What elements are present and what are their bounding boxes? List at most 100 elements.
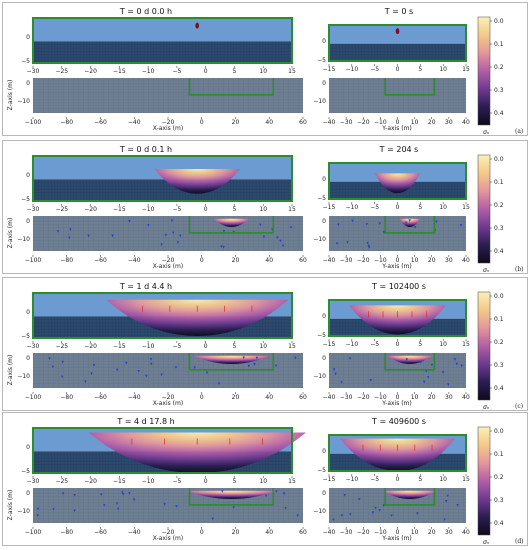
top-x-tick: 0 [204,68,208,75]
colorbar-tick: 0.0 [494,18,504,25]
sediment-layer [33,41,292,63]
right-title: T = 409600 s [371,417,426,426]
particle-marker [56,230,60,233]
colorbar-tick: 0.4 [494,520,504,527]
bot-x-tick: 20 [232,394,240,401]
bot-x-tick: 0 [200,529,204,536]
bot-x-tick: −80 [60,119,73,126]
particle-marker [390,514,393,517]
crater-region [339,438,456,471]
bot-x-tick: −100 [25,257,42,264]
particle-marker [116,368,119,372]
bot-y-tick: −20 [357,529,370,536]
particle-marker [430,363,434,367]
crater-region [213,218,250,228]
z-top-r-tick: −5 [317,195,326,202]
top-x-tick: −25 [55,478,68,485]
bot-x-tick: −80 [60,394,73,401]
top-x-tick: 5 [233,206,237,213]
particle-marker [405,358,409,362]
colorbar-tick: 0.4 [494,248,504,255]
particle-marker [247,364,251,368]
z-bot-r-tick: −10 [313,508,326,515]
bot-x-tick: 40 [265,394,273,401]
particle-marker [441,371,445,374]
top-x-tick: −30 [27,68,40,75]
colorbar-tick: 0.4 [494,110,504,117]
top-y-tick: −10 [345,341,358,348]
particle-marker [282,492,286,495]
y-axis-label: Y-axis (m) [381,263,412,270]
colorbar-tick: 0.1 [494,316,504,323]
bot-y-tick: 20 [428,119,436,126]
top-x-tick: 0 [204,343,208,350]
particle-marker [402,495,406,499]
particle-marker [378,509,381,512]
particle-marker [147,223,150,227]
particle-marker [296,514,299,518]
top-x-tick: −10 [142,68,155,75]
z-top-tick: −5 [21,58,30,65]
top-y-tick: −15 [323,66,336,73]
box-outline [188,488,275,506]
bot-y-tick: 20 [428,394,436,401]
x-axis-label: X-axis (m) [153,125,183,132]
top-y-tick: 15 [462,341,470,348]
figure-panel: T = 0 d 0.0 h T = 0 s −30 −25 −20 −15 −10 −5 0 5 1… [2,2,528,136]
particle-marker [262,235,266,239]
bot-x-tick: 0 [200,119,204,126]
top-y-tick: −10 [345,204,358,211]
particle-marker [220,245,223,248]
top-y-tick: −10 [345,66,358,73]
particle-marker [222,245,225,249]
bot-x-tick: 20 [232,529,240,536]
particle-marker [61,360,64,364]
x-axis-label: X-axis (m) [153,535,183,542]
particle-marker [419,361,422,364]
top-x-tick: −10 [142,478,155,485]
bot-y-tick: −20 [357,257,370,264]
colorbar [477,154,491,264]
bot-x-tick: −60 [94,394,107,401]
top-y-tick: −5 [370,476,379,483]
domain-frame [32,427,293,474]
particle-marker [279,239,282,243]
particle-marker [337,223,340,227]
top-y-tick: 10 [439,341,447,348]
top-x-tick: −20 [84,68,97,75]
z-axis-label: Z-axis (m) [7,80,14,111]
particle-marker [61,492,65,495]
bot-y-tick: −30 [340,257,353,264]
particle-marker [116,507,120,511]
bot-x-tick: 0 [200,394,204,401]
particle-marker [343,493,346,497]
bot-x-tick: 0 [200,257,204,264]
particle-marker [426,376,430,379]
top-y-tick: 5 [418,476,422,483]
top-x-tick: −15 [113,478,126,485]
particle-marker [221,490,224,493]
top-x-tick: 10 [259,206,267,213]
colorbar [477,16,491,126]
colorbar-tick: 0.1 [494,451,504,458]
top-x-tick: −5 [172,343,181,350]
bot-y-tick: 0 [396,119,400,126]
colorbar-tick: 0.3 [494,497,504,504]
y-axis-label: Y-axis (m) [381,400,412,407]
bot-y-tick: −40 [323,257,336,264]
top-x-tick: −25 [55,68,68,75]
left-title: T = 0 d 0.0 h [119,7,172,16]
bot-x-tick: 60 [299,119,307,126]
domain-frame [328,162,467,200]
z-top-r-tick: 0 [322,313,326,320]
crater-region [88,432,306,473]
top-x-tick: −30 [27,478,40,485]
z-top-r-tick: −5 [317,57,326,64]
particle-marker [73,494,76,497]
particle-marker [378,222,382,225]
colorbar-label: σₙ [483,404,490,411]
top-y-tick: −5 [370,66,379,73]
colorbar-tick: 0.1 [494,41,504,48]
top-x-tick: 0 [204,478,208,485]
figure-panel: T = 4 d 17.8 h T = 409600 s −30 −25 −20 −15 −1… [2,412,528,546]
